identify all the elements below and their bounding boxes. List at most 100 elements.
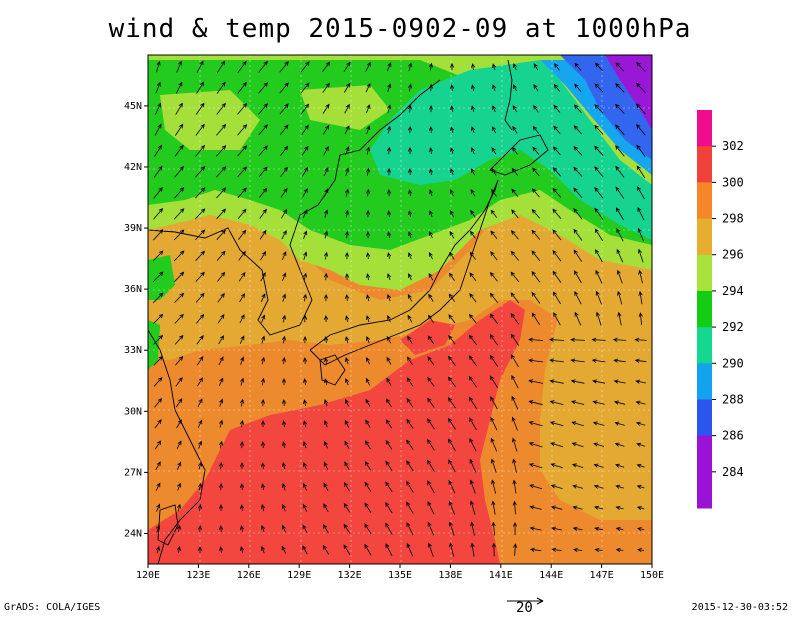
wind-arrow <box>468 334 477 345</box>
wind-arrow <box>531 209 541 219</box>
wind-arrow <box>239 462 245 469</box>
wind-arrow <box>240 504 245 512</box>
wind-arrow <box>216 145 227 157</box>
wind-arrow <box>260 398 266 407</box>
wind-arrow <box>365 82 371 93</box>
wind-arrow <box>386 377 392 386</box>
wind-arrow <box>512 146 518 155</box>
wind-arrow <box>512 521 518 536</box>
wind-arrow <box>385 419 393 429</box>
vector-reference-label: 20 <box>516 600 533 616</box>
wind-arrow <box>237 166 248 178</box>
wind-arrow <box>593 484 604 489</box>
wind-arrow <box>343 502 351 513</box>
wind-arrow <box>323 336 329 344</box>
wind-arrow <box>573 125 582 135</box>
wind-arrow <box>468 396 477 409</box>
wind-arrow <box>428 272 434 281</box>
wind-arrow <box>197 546 203 553</box>
wind-arrow <box>528 358 543 363</box>
colorbar-swatch <box>697 218 712 256</box>
wind-arrow <box>511 167 519 176</box>
wind-arrow <box>510 271 520 282</box>
wind-arrow <box>365 252 371 260</box>
wind-arrow <box>197 524 203 533</box>
wind-arrow <box>574 311 582 326</box>
wind-arrow <box>551 547 562 552</box>
wind-arrow <box>511 395 519 410</box>
wind-arrow <box>387 231 392 239</box>
wind-arrow <box>429 210 434 218</box>
wind-arrow <box>260 377 266 386</box>
wind-arrow <box>195 144 205 157</box>
wind-arrow <box>281 356 287 365</box>
field-teal <box>370 60 652 240</box>
wind-arrow <box>261 462 266 470</box>
wind-arrow <box>635 103 646 115</box>
wind-arrow <box>260 251 267 261</box>
wind-arrow <box>323 272 329 281</box>
wind-arrow <box>428 126 434 134</box>
wind-arrow <box>406 522 414 536</box>
wind-arrow <box>239 293 245 303</box>
wind-arrow <box>406 439 414 451</box>
wind-arrow <box>512 125 518 134</box>
wind-arrow <box>636 463 645 468</box>
wind-arrow <box>594 207 604 220</box>
wind-arrow <box>615 145 625 157</box>
wind-arrow <box>279 124 289 136</box>
wind-arrow <box>531 250 541 262</box>
lat-tick-label: 30N <box>124 406 142 417</box>
wind-arrow <box>427 356 435 366</box>
wind-arrow <box>615 165 625 178</box>
wind-arrow <box>594 526 603 531</box>
lon-tick-label: 141E <box>489 570 513 581</box>
wind-arrow <box>594 547 603 553</box>
wind-arrow <box>510 333 520 346</box>
field-green-west-spot <box>148 255 175 300</box>
wind-arrow <box>492 63 497 71</box>
wind-arrow <box>195 187 206 199</box>
wind-arrow <box>549 421 564 427</box>
wind-arrow <box>570 337 585 342</box>
wind-arrow <box>343 523 351 534</box>
wind-arrow <box>529 505 542 510</box>
lon-tick-label: 126E <box>237 570 261 581</box>
wind-arrow <box>450 189 454 197</box>
wind-arrow <box>173 229 185 241</box>
wind-arrow <box>301 103 310 115</box>
wind-arrow <box>174 144 184 157</box>
wind-arrow <box>282 272 287 281</box>
wind-arrow <box>345 336 350 344</box>
wind-arrow <box>469 417 477 431</box>
colorbar-swatch <box>697 290 712 328</box>
wind-arrow <box>345 378 349 386</box>
wind-arrow <box>468 355 477 367</box>
wind-arrow <box>302 335 308 344</box>
wind-arrow <box>153 207 164 220</box>
wind-arrow <box>450 105 455 113</box>
wind-arrow <box>554 62 560 71</box>
wind-arrow <box>553 312 561 326</box>
wind-arrow <box>634 337 647 342</box>
wind-arrow <box>260 420 266 427</box>
wind-arrow <box>281 399 287 407</box>
wind-arrow <box>408 252 412 260</box>
wind-arrow <box>174 123 184 136</box>
coast-korea-china <box>148 79 441 336</box>
wind-arrow <box>550 505 563 510</box>
field-red <box>148 300 525 564</box>
wind-arrow <box>614 442 625 447</box>
wind-arrow <box>573 187 583 199</box>
wind-arrow <box>195 229 206 241</box>
wind-arrow <box>616 269 623 284</box>
wind-arrow <box>176 546 182 554</box>
wind-arrow <box>386 125 392 134</box>
wind-arrow <box>261 504 266 512</box>
wind-arrow <box>470 521 475 536</box>
reference-arrow-head <box>536 597 544 605</box>
lat-axis: 24N 27N 30N 33N 36N 39N 42N 45N <box>124 101 148 539</box>
colorbar-label: 296 <box>722 248 744 262</box>
wind-arrow <box>634 358 647 363</box>
wind-arrow <box>323 461 329 470</box>
